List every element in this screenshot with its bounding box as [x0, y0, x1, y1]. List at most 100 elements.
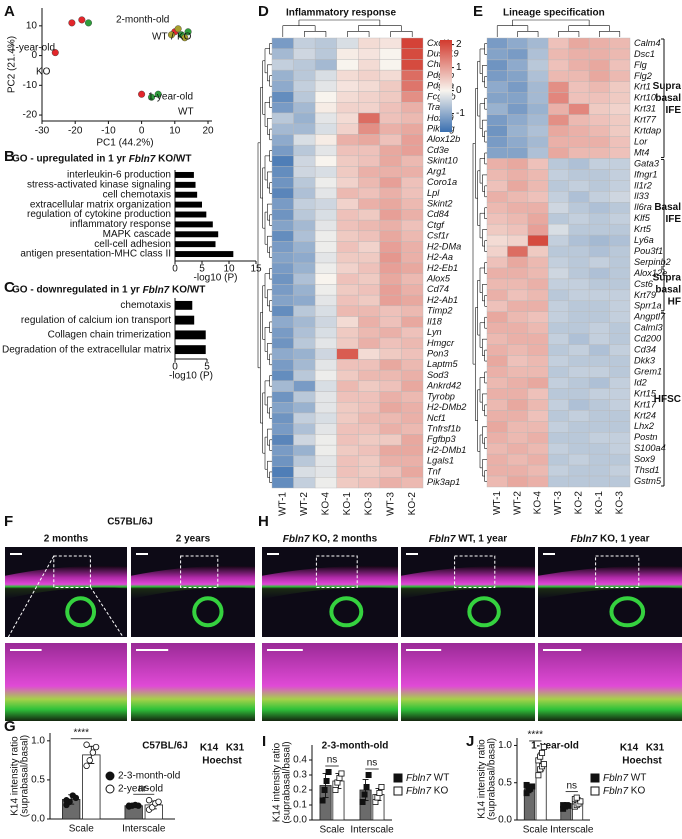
row-label: Mt4	[634, 147, 649, 157]
stain-label: Hoechst	[622, 756, 662, 767]
row-label: Postn	[634, 432, 658, 442]
heatmap-cell	[568, 180, 590, 192]
row-label: Coro1a	[427, 177, 457, 187]
heatmap-cell	[527, 300, 549, 312]
heatmap-cell	[527, 399, 549, 411]
category-label: regulation of cytokine production	[27, 209, 171, 220]
row-label: Krt79	[634, 290, 656, 300]
heatmap-cell	[609, 267, 631, 280]
row-label: Cd74	[427, 284, 449, 294]
heatmap-cell	[568, 81, 590, 93]
heatmap-cell	[271, 477, 294, 489]
heatmap-cell	[358, 391, 381, 403]
heatmap-cell	[271, 241, 294, 253]
heatmap-cell	[527, 169, 549, 181]
heatmap-cell	[314, 37, 337, 49]
heatmap-cell	[314, 455, 337, 467]
heatmap-cell	[609, 37, 631, 50]
heatmap-cell	[314, 466, 337, 478]
heatmap-cell	[293, 262, 316, 274]
heatmap-cell	[336, 284, 359, 296]
heatmap-cell	[588, 70, 610, 83]
bar	[175, 345, 206, 355]
heatmap-cell	[293, 91, 316, 103]
point	[145, 797, 153, 804]
heatmap-cell	[401, 327, 424, 339]
micrograph-zoom	[262, 643, 398, 721]
heatmap-cell	[486, 245, 508, 258]
heatmap-cell	[568, 48, 590, 61]
heatmap-cell	[358, 337, 381, 349]
heatmap-cell	[486, 267, 508, 280]
heatmap-cell	[358, 230, 381, 242]
heatmap-cell	[568, 70, 590, 83]
heatmap-cell	[486, 37, 508, 50]
heatmap-cell	[527, 464, 549, 477]
heatmap-cell	[379, 262, 402, 274]
heatmap-cell	[568, 421, 590, 433]
heatmap-cell	[336, 273, 359, 285]
heatmap-cell	[293, 37, 316, 49]
heatmap-cell	[271, 59, 294, 71]
heatmap-cell	[271, 166, 294, 178]
heatmap-cell	[336, 444, 359, 457]
heatmap-cell	[609, 432, 631, 444]
row-label: Alox5	[426, 274, 451, 284]
heatmap-cell	[358, 434, 381, 446]
heatmap-cell	[271, 412, 294, 424]
point	[63, 797, 70, 804]
heatmap-cell	[379, 112, 402, 124]
point	[338, 770, 345, 777]
heatmap-cell	[336, 166, 359, 178]
heatmap-cell	[527, 147, 549, 159]
point	[376, 790, 383, 797]
heatmap-cell	[336, 305, 359, 317]
heatmap-cell	[507, 311, 529, 323]
heatmap-cell	[588, 289, 610, 302]
column-label: KO-3	[364, 492, 375, 516]
point	[325, 769, 332, 776]
heatmap-cell	[379, 402, 402, 414]
category-label: cell chemotaxis	[103, 189, 171, 200]
heatmap-cell	[358, 241, 381, 253]
heatmap-cell	[486, 289, 508, 302]
heatmap-cell	[507, 48, 529, 61]
heatmap-cell	[401, 305, 424, 317]
heatmap-cell	[314, 166, 337, 178]
heatmap-cell	[314, 155, 337, 167]
micrograph-label: 2 months	[44, 534, 89, 545]
column-label: WT-1	[277, 492, 288, 516]
row-label: Il33	[634, 191, 650, 201]
heatmap-cell	[588, 213, 610, 225]
colorbar-label: -1	[456, 108, 465, 119]
row-label: Ifngr1	[634, 169, 658, 179]
heatmap-cell	[336, 434, 359, 446]
heatmap-cell	[507, 399, 529, 411]
heatmap-cell	[379, 59, 402, 71]
point	[92, 743, 100, 751]
heatmap-cell	[609, 202, 631, 214]
heatmap-cell	[358, 144, 381, 157]
zoom-box	[595, 555, 640, 588]
y-axis-label: (suprabasal/basal)	[20, 735, 31, 817]
heatmap-cell	[358, 252, 381, 264]
bar	[175, 171, 194, 178]
column-label: KO-2	[407, 492, 418, 516]
stain-label: K31	[226, 743, 245, 754]
heatmap-cell	[588, 147, 610, 159]
heatmap-cell	[358, 102, 381, 114]
heatmap-cell	[486, 432, 508, 444]
heatmap-cell	[401, 412, 424, 424]
heatmap-cell	[588, 464, 610, 477]
y-tick-label: 0.3	[293, 770, 307, 781]
heatmap-cell	[527, 92, 549, 104]
heatmap-cell	[609, 169, 631, 181]
heatmap-cell	[568, 388, 590, 400]
heatmap-cell	[527, 355, 549, 367]
heatmap-cell	[358, 412, 381, 424]
heatmap-cell	[527, 475, 549, 488]
heatmap-cell	[271, 273, 294, 285]
heatmap-cell	[401, 284, 424, 296]
heatmap-cell	[507, 388, 529, 400]
x-tick-label: 0	[172, 362, 178, 373]
